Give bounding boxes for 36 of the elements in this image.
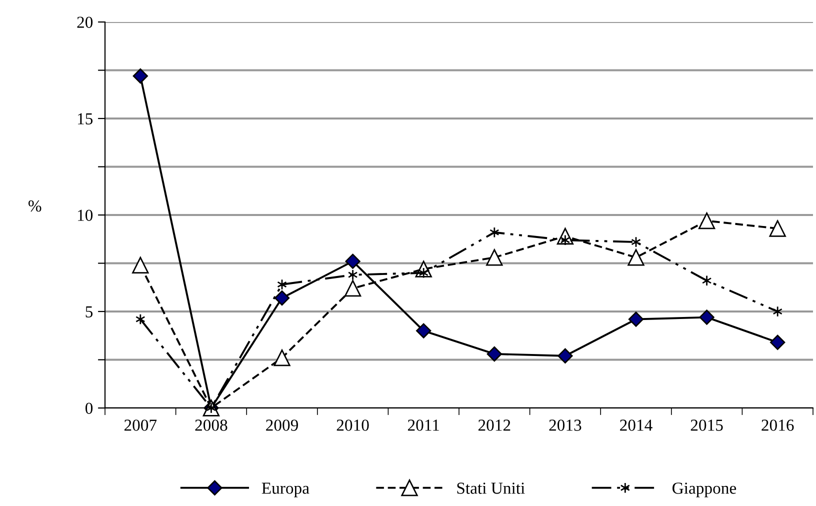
x-tick-label: 2016 bbox=[762, 420, 794, 431]
point bbox=[416, 323, 432, 338]
x-tick-label: 2010 bbox=[336, 420, 369, 431]
point bbox=[628, 312, 644, 327]
x-tick-label: 2011 bbox=[408, 420, 439, 431]
legend-label: Giappone bbox=[672, 482, 736, 498]
point bbox=[769, 220, 786, 237]
legend-label: Stati Uniti bbox=[457, 482, 525, 494]
point bbox=[698, 212, 716, 230]
y-tick-label: 10 bbox=[78, 210, 93, 221]
y-tick-label: 0 bbox=[85, 402, 93, 414]
x-tick-label: 2009 bbox=[266, 420, 298, 431]
x-tick-label: 2008 bbox=[195, 420, 228, 431]
point bbox=[132, 68, 148, 84]
x-tick-label: 2013 bbox=[549, 420, 582, 431]
y-tick-label: 5 bbox=[86, 306, 93, 318]
y-tick-label: 15 bbox=[78, 113, 93, 124]
point bbox=[628, 249, 644, 266]
point bbox=[772, 306, 783, 318]
point bbox=[344, 280, 362, 297]
point bbox=[699, 310, 714, 325]
point bbox=[274, 349, 290, 366]
point bbox=[274, 290, 290, 306]
x-tick-label: 2014 bbox=[620, 420, 652, 431]
x-tick-label: 2007 bbox=[124, 420, 157, 431]
point bbox=[345, 254, 360, 269]
y-tick-label: 20 bbox=[77, 16, 93, 28]
point bbox=[486, 249, 503, 266]
x-tick-label: 2012 bbox=[478, 420, 510, 431]
point bbox=[770, 334, 786, 350]
point bbox=[132, 256, 149, 274]
point bbox=[486, 346, 502, 362]
point bbox=[558, 348, 573, 364]
y-axis-title: % bbox=[28, 200, 42, 212]
x-tick-label: 2015 bbox=[690, 420, 723, 431]
legend-label: Europa bbox=[262, 482, 310, 498]
